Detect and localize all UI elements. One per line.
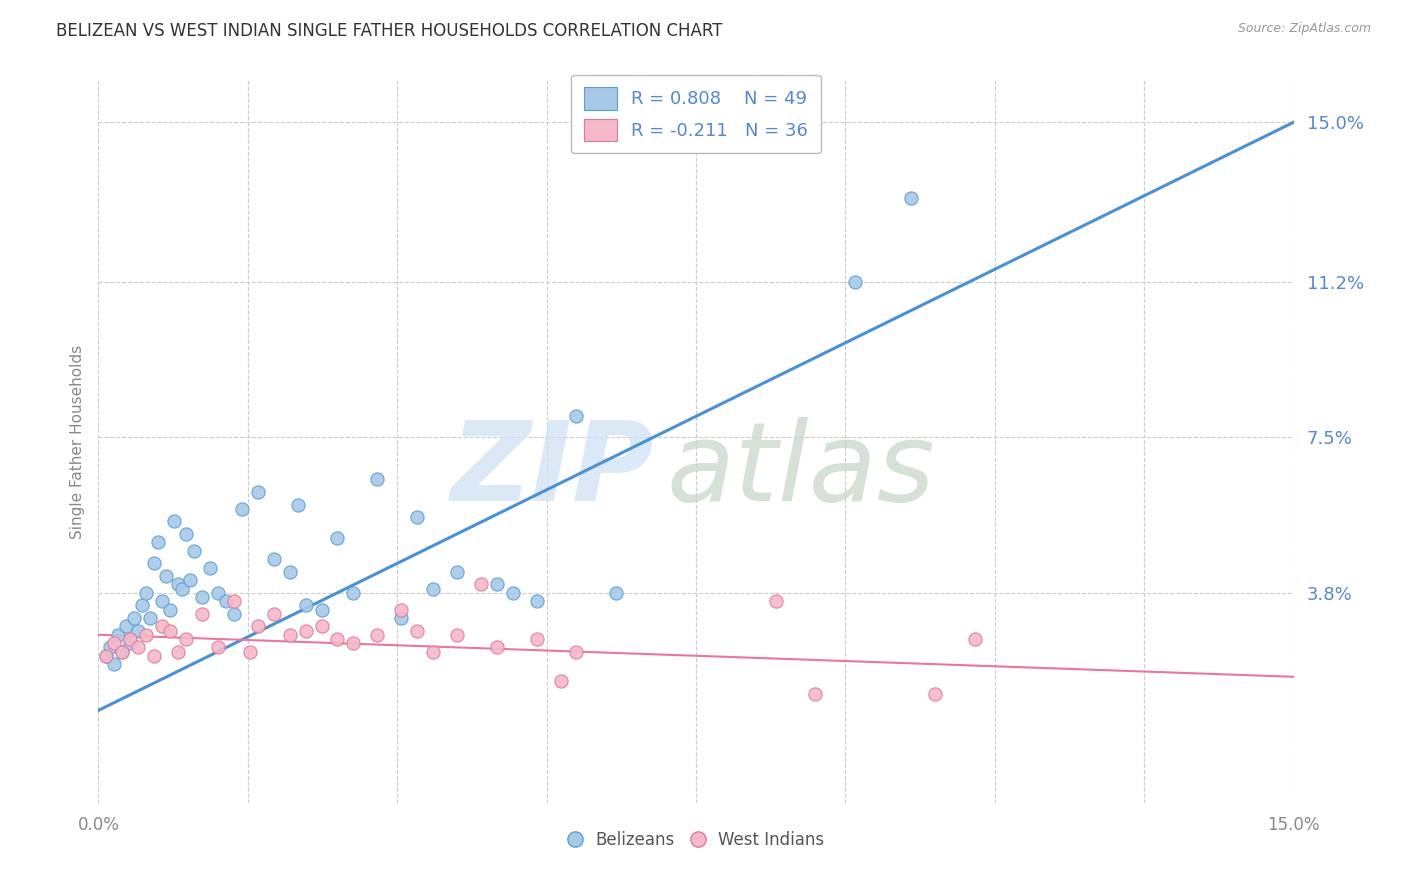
Point	[191, 590, 214, 604]
Point	[485, 577, 508, 591]
Point	[366, 628, 388, 642]
Point	[342, 636, 364, 650]
Point	[389, 602, 412, 616]
Point	[127, 640, 149, 655]
Point	[900, 191, 922, 205]
Point	[115, 619, 138, 633]
Point	[159, 602, 181, 616]
Point	[485, 640, 508, 655]
Point	[278, 565, 301, 579]
Point	[207, 586, 229, 600]
Point	[150, 619, 173, 633]
Text: BELIZEAN VS WEST INDIAN SINGLE FATHER HOUSEHOLDS CORRELATION CHART: BELIZEAN VS WEST INDIAN SINGLE FATHER HO…	[56, 22, 723, 40]
Point	[96, 648, 118, 663]
Point	[765, 594, 787, 608]
Point	[526, 594, 548, 608]
Point	[239, 644, 262, 658]
Point	[174, 527, 197, 541]
Point	[215, 594, 238, 608]
Legend: Belizeans, West Indians: Belizeans, West Indians	[561, 824, 831, 856]
Point	[120, 636, 142, 650]
Text: Source: ZipAtlas.com: Source: ZipAtlas.com	[1237, 22, 1371, 36]
Text: atlas: atlas	[666, 417, 935, 524]
Point	[924, 687, 946, 701]
Point	[342, 586, 364, 600]
Point	[326, 531, 349, 545]
Point	[179, 573, 201, 587]
Point	[131, 599, 153, 613]
Point	[127, 624, 149, 638]
Point	[550, 673, 572, 688]
Point	[143, 557, 166, 571]
Point	[172, 582, 194, 596]
Point	[231, 501, 253, 516]
Point	[207, 640, 229, 655]
Point	[502, 586, 524, 600]
Point	[183, 543, 205, 558]
Point	[422, 582, 444, 596]
Y-axis label: Single Father Households: Single Father Households	[69, 344, 84, 539]
Point	[148, 535, 170, 549]
Point	[167, 577, 190, 591]
Point	[366, 472, 388, 486]
Point	[135, 586, 157, 600]
Point	[96, 648, 118, 663]
Point	[246, 619, 269, 633]
Point	[150, 594, 173, 608]
Point	[311, 619, 333, 633]
Point	[470, 577, 492, 591]
Point	[107, 628, 129, 642]
Point	[278, 628, 301, 642]
Point	[174, 632, 197, 646]
Point	[526, 632, 548, 646]
Point	[103, 657, 125, 672]
Point	[565, 644, 588, 658]
Point	[167, 644, 190, 658]
Point	[844, 275, 866, 289]
Point	[287, 498, 309, 512]
Point	[246, 485, 269, 500]
Point	[155, 569, 177, 583]
Point	[963, 632, 986, 646]
Point	[565, 409, 588, 424]
Point	[311, 602, 333, 616]
Point	[222, 594, 245, 608]
Point	[446, 565, 468, 579]
Point	[422, 644, 444, 658]
Point	[139, 611, 162, 625]
Point	[222, 607, 245, 621]
Point	[120, 632, 142, 646]
Point	[294, 599, 316, 613]
Point	[98, 640, 122, 655]
Point	[294, 624, 316, 638]
Point	[124, 611, 146, 625]
Point	[103, 636, 125, 650]
Text: ZIP: ZIP	[451, 417, 654, 524]
Point	[159, 624, 181, 638]
Point	[135, 628, 157, 642]
Point	[163, 514, 186, 528]
Point	[143, 648, 166, 663]
Point	[389, 611, 412, 625]
Point	[446, 628, 468, 642]
Point	[111, 644, 134, 658]
Point	[198, 560, 221, 574]
Point	[191, 607, 214, 621]
Point	[406, 624, 429, 638]
Point	[263, 552, 285, 566]
Point	[605, 586, 627, 600]
Point	[326, 632, 349, 646]
Point	[804, 687, 827, 701]
Point	[406, 510, 429, 524]
Point	[263, 607, 285, 621]
Point	[111, 644, 134, 658]
